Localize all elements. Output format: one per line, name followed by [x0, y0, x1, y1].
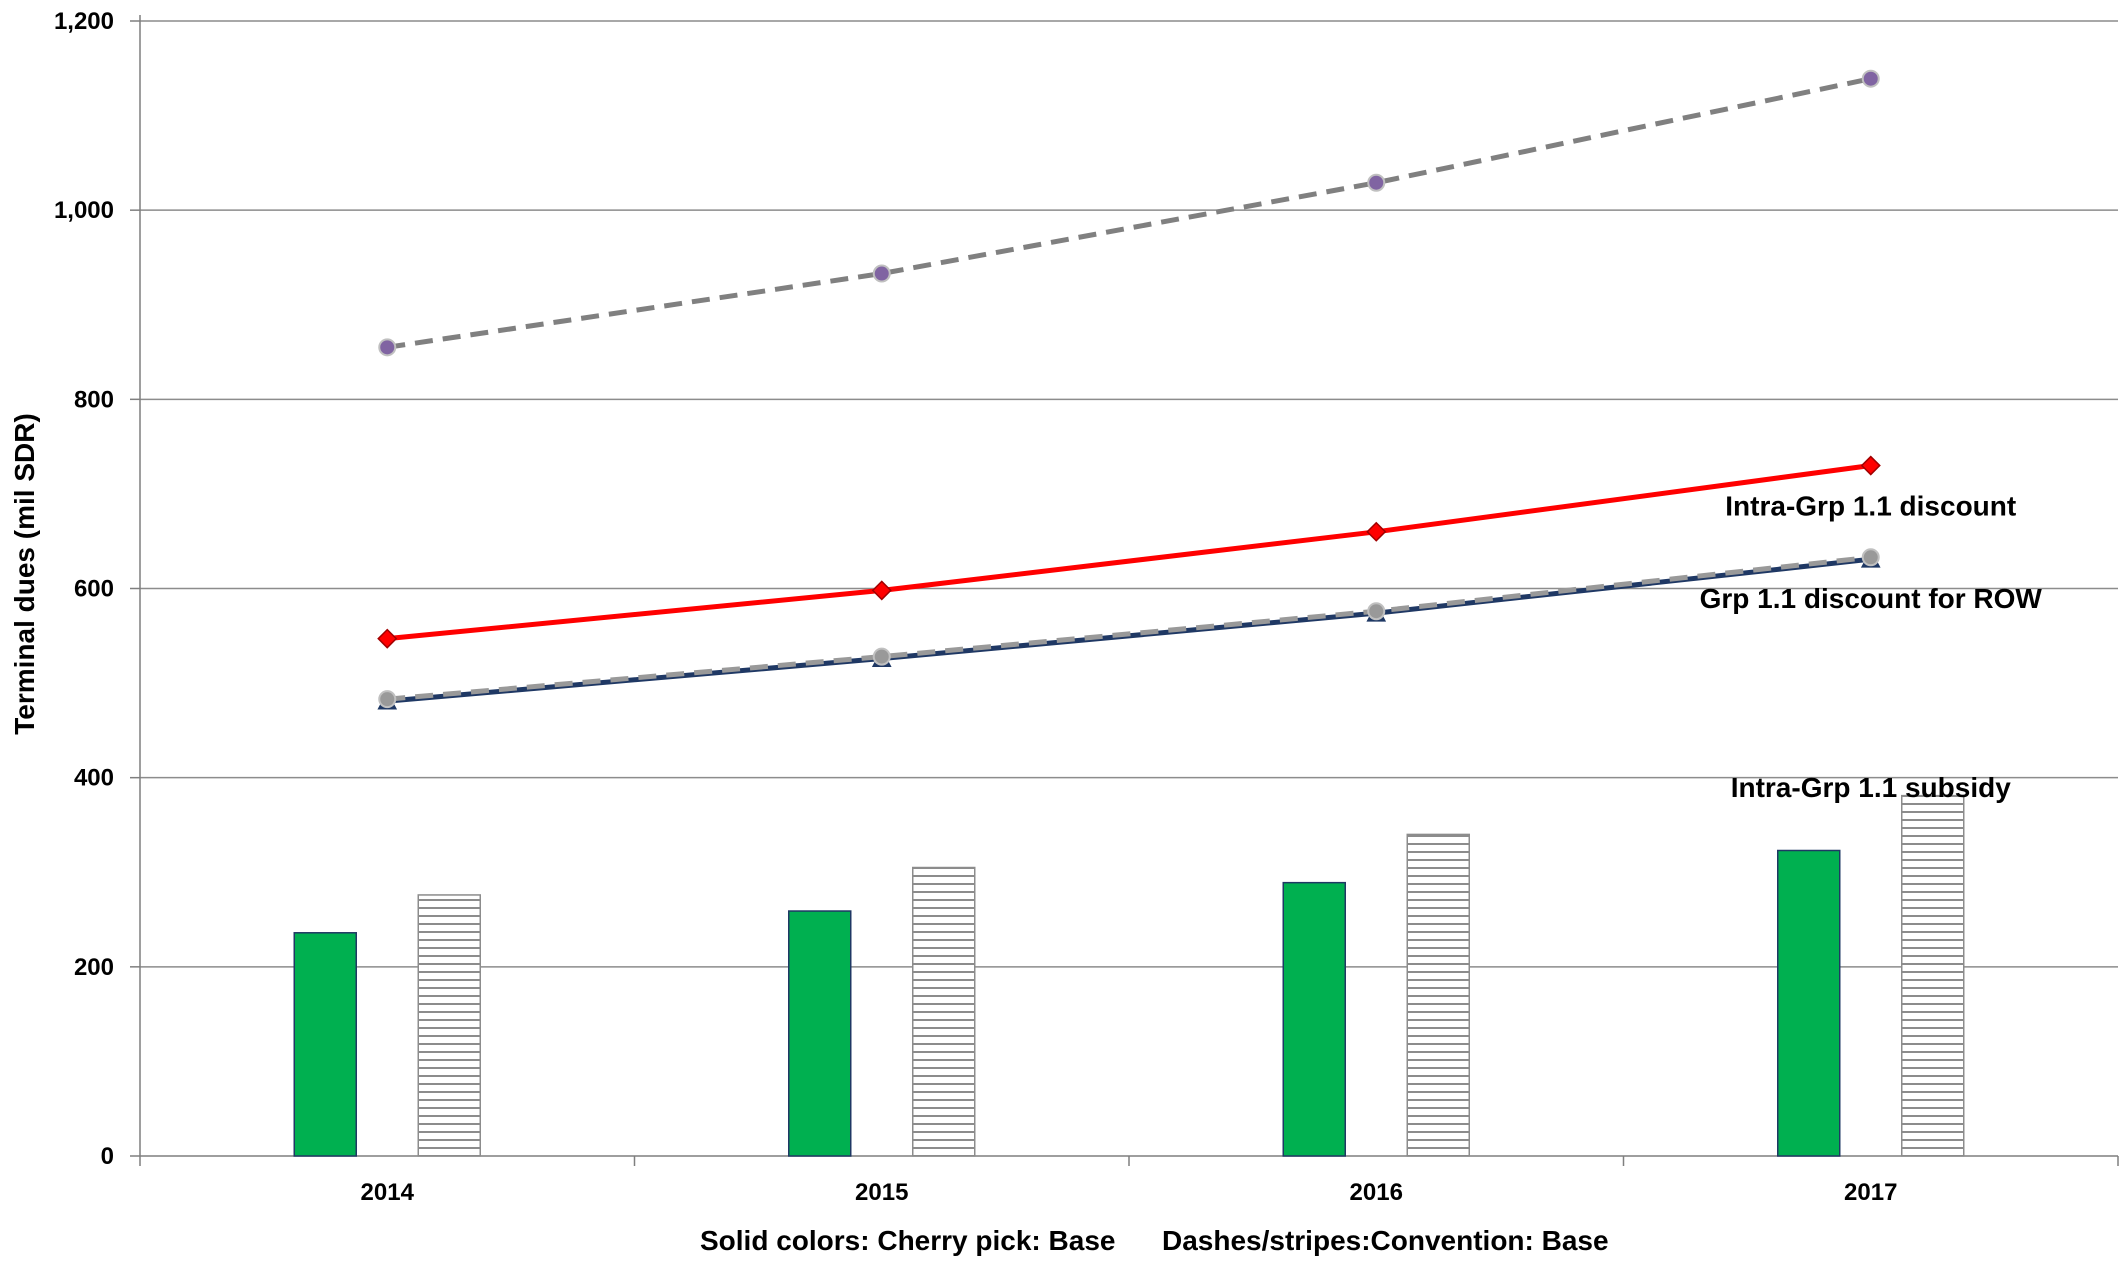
lines: [386, 76, 1872, 704]
y-tick-label: 1,000: [54, 197, 114, 224]
circle-marker: [378, 690, 397, 709]
x-tick-label: 2017: [1844, 1179, 1897, 1206]
circle-marker: [872, 647, 891, 666]
diamond-marker: [1860, 455, 1881, 476]
x-tick-label: 2015: [855, 1179, 908, 1206]
annotation-label: Intra-Grp 1.1 discount: [1725, 490, 2016, 521]
bar-solid: [1282, 881, 1346, 1157]
series-line: [387, 554, 1872, 702]
caption-solid: Solid colors: Cherry pick: Base: [700, 1225, 1115, 1256]
bars: [293, 794, 1965, 1157]
series-line: [386, 76, 1872, 350]
diamond-marker: [871, 580, 892, 601]
bar-striped: [1406, 833, 1470, 1157]
x-tick-label: 2016: [1350, 1179, 1403, 1206]
y-tick-label: 0: [101, 1143, 114, 1170]
bar-solid: [293, 932, 357, 1157]
circle-marker: [872, 264, 891, 283]
annotations: Intra-Grp 1.1 discount Grp 1.1 discount f…: [1700, 490, 2043, 803]
bar-striped: [1901, 794, 1965, 1157]
series-line: [387, 463, 1872, 642]
circle-marker: [1861, 69, 1880, 88]
diamond-marker: [1366, 521, 1387, 542]
circle-marker: [378, 338, 397, 357]
markers: [377, 69, 1881, 710]
bar-solid: [1777, 849, 1841, 1157]
diamond-marker: [377, 628, 398, 649]
y-tick-labels: 0 200 400 600 800 1,000 1,200: [54, 8, 114, 1170]
y-tick-label: 200: [74, 954, 114, 981]
bar-solid: [788, 910, 852, 1157]
y-tick-label: 1,200: [54, 8, 114, 35]
y-tick-label: 800: [74, 386, 114, 413]
annotation-label: Intra-Grp 1.1 subsidy: [1731, 772, 2011, 803]
bar-striped: [417, 894, 481, 1157]
annotation-label: Grp 1.1 discount for ROW: [1700, 583, 2043, 614]
y-tick-label: 600: [74, 576, 114, 603]
circle-marker: [1367, 602, 1386, 621]
circle-marker: [1861, 548, 1880, 567]
y-tick-label: 400: [74, 765, 114, 792]
caption-dashes: Dashes/stripes:Convention: Base: [1162, 1225, 1609, 1256]
bar-striped: [912, 866, 976, 1157]
x-tick-labels: 2014 2015 2016 2017: [361, 1179, 1898, 1206]
y-axis-label: Terminal dues (mil SDR): [9, 413, 40, 735]
circle-marker: [1367, 173, 1386, 192]
x-tick-label: 2014: [361, 1179, 415, 1206]
